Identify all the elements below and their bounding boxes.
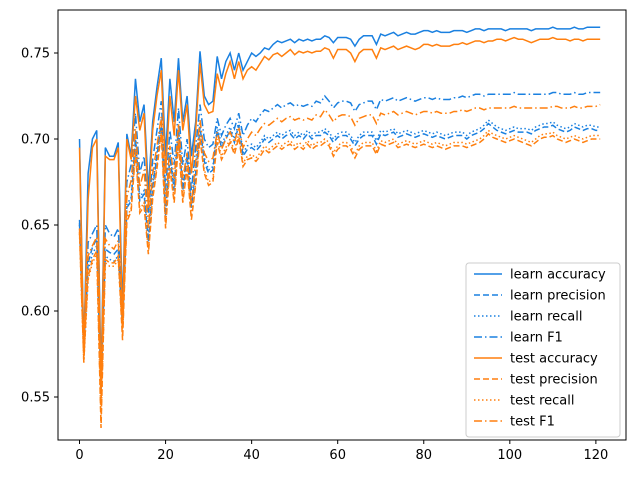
y-tick-label: 0.65: [21, 219, 50, 234]
x-tick-label: 100: [497, 448, 522, 463]
x-tick-label: 120: [583, 448, 608, 463]
series-line-test-f1: [78, 103, 601, 406]
legend-label: test recall: [510, 394, 575, 409]
series-line-learn-accuracy: [78, 26, 601, 380]
plot-lines: [78, 26, 601, 428]
x-tick-label: 40: [243, 448, 260, 463]
x-tick-label: 80: [415, 448, 432, 463]
series-line-test-precision: [78, 132, 601, 428]
legend-box: [465, 262, 621, 438]
y-axis-ticks: 0.55 0.60 0.65 0.70 0.75: [21, 47, 58, 406]
y-tick-label: 0.60: [21, 305, 50, 320]
legend-label: learn F1: [510, 331, 563, 346]
y-tick-label: 0.75: [21, 47, 50, 62]
legend-label: test precision: [510, 373, 598, 388]
x-tick-label: 0: [75, 448, 83, 463]
x-axis-ticks: 0 20 40 60 80 100 120: [75, 440, 608, 463]
x-tick-label: 60: [329, 448, 346, 463]
legend-label: learn recall: [510, 310, 582, 325]
legend-label: test F1: [510, 415, 555, 430]
legend-label: learn accuracy: [510, 268, 606, 283]
legend-label: test accuracy: [510, 352, 598, 367]
series-line-learn-recall: [78, 118, 601, 385]
x-tick-label: 20: [157, 448, 174, 463]
legend: learn accuracy learn precision learn recal…: [465, 262, 621, 438]
y-tick-label: 0.70: [21, 133, 50, 148]
series-line-learn-precision: [78, 121, 601, 389]
y-tick-label: 0.55: [21, 391, 50, 406]
legend-label: learn precision: [510, 289, 606, 304]
series-line-test-accuracy: [78, 36, 601, 394]
series-line-test-recall: [78, 129, 601, 423]
